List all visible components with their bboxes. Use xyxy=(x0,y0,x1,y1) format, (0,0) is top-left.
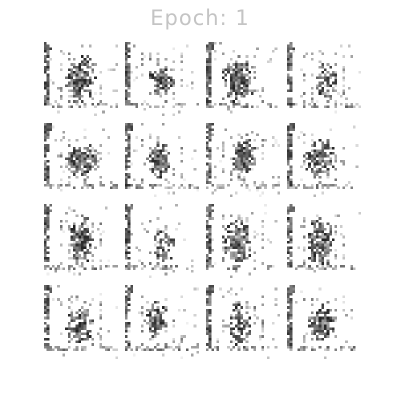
sample-image-5 xyxy=(44,123,118,197)
sample-image-10 xyxy=(125,204,199,278)
generated-sample-icon xyxy=(287,42,361,116)
sample-image-2 xyxy=(125,42,199,116)
sample-image-8 xyxy=(287,123,361,197)
generated-sample-icon xyxy=(125,285,199,359)
sample-image-12 xyxy=(287,204,361,278)
generated-sample-icon xyxy=(206,123,280,197)
generated-sample-icon xyxy=(206,42,280,116)
generated-sample-icon xyxy=(206,285,280,359)
generated-sample-icon xyxy=(44,42,118,116)
sample-image-4 xyxy=(287,42,361,116)
sample-image-7 xyxy=(206,123,280,197)
generated-sample-icon xyxy=(44,123,118,197)
sample-image-13 xyxy=(44,285,118,359)
figure-title: Epoch: 1 xyxy=(150,6,250,30)
sample-grid xyxy=(44,42,361,359)
generated-sample-icon xyxy=(44,285,118,359)
sample-image-14 xyxy=(125,285,199,359)
generated-sample-icon xyxy=(125,204,199,278)
sample-image-1 xyxy=(44,42,118,116)
sample-image-11 xyxy=(206,204,280,278)
generated-sample-icon xyxy=(206,204,280,278)
sample-image-16 xyxy=(287,285,361,359)
sample-image-3 xyxy=(206,42,280,116)
generated-sample-icon xyxy=(287,285,361,359)
generated-sample-icon xyxy=(125,42,199,116)
generated-sample-icon xyxy=(287,204,361,278)
sample-image-9 xyxy=(44,204,118,278)
generated-sample-icon xyxy=(125,123,199,197)
generated-sample-icon xyxy=(287,123,361,197)
sample-image-6 xyxy=(125,123,199,197)
sample-image-15 xyxy=(206,285,280,359)
generated-sample-icon xyxy=(44,204,118,278)
